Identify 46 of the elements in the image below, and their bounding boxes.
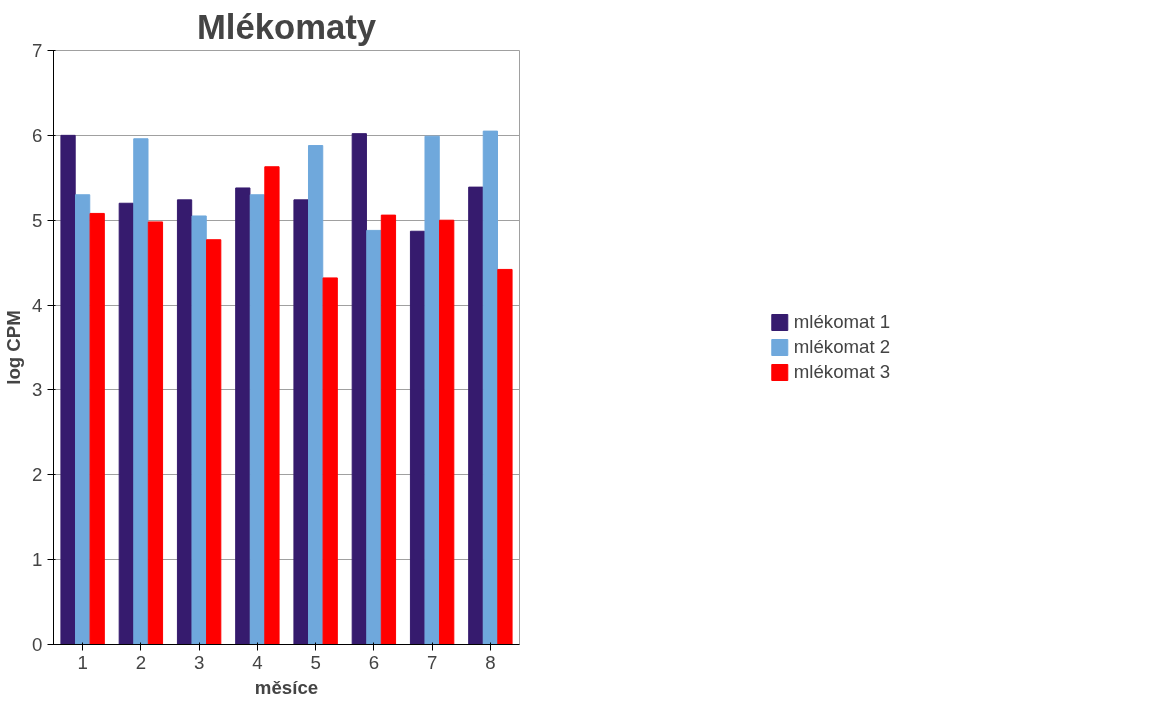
bar bbox=[74, 194, 91, 645]
bar bbox=[191, 215, 207, 645]
legend-label: mlékomat 1 bbox=[793, 311, 891, 333]
x-tick-label: 5 bbox=[310, 651, 321, 673]
y-axis-title: log CPM bbox=[3, 310, 25, 385]
y-tick-label: 4 bbox=[32, 294, 43, 316]
bar bbox=[89, 212, 105, 645]
x-tick-label: 2 bbox=[135, 651, 147, 673]
y-tick-label: 5 bbox=[32, 209, 43, 231]
bar bbox=[307, 145, 324, 645]
bar bbox=[293, 199, 309, 645]
bar bbox=[424, 135, 440, 645]
bar bbox=[249, 194, 266, 645]
bar bbox=[322, 277, 338, 645]
bar bbox=[366, 229, 382, 645]
legend-label: mlékomat 2 bbox=[793, 336, 891, 358]
bar bbox=[439, 219, 455, 645]
bar bbox=[133, 138, 149, 645]
x-tick-label: 1 bbox=[77, 651, 88, 673]
x-tick-label: 4 bbox=[252, 651, 263, 673]
bar bbox=[497, 268, 513, 645]
y-tick-label: 6 bbox=[32, 124, 43, 146]
x-tick-label: 6 bbox=[368, 651, 380, 673]
bar bbox=[482, 130, 499, 645]
bar bbox=[176, 199, 193, 645]
y-tick-label: 2 bbox=[32, 464, 43, 486]
bar bbox=[264, 166, 280, 645]
x-tick-label: 8 bbox=[485, 651, 496, 673]
chart-title: Mlékomaty bbox=[196, 7, 377, 46]
bar bbox=[147, 221, 164, 645]
bar bbox=[351, 133, 367, 645]
legend-label: mlékomat 3 bbox=[793, 361, 891, 383]
x-axis-title: měsíce bbox=[254, 676, 319, 698]
x-tick-label: 7 bbox=[426, 651, 438, 673]
bar bbox=[409, 230, 426, 645]
bar bbox=[60, 134, 76, 645]
y-tick-label: 3 bbox=[32, 379, 43, 401]
bar bbox=[235, 187, 251, 645]
y-tick-label: 7 bbox=[32, 40, 43, 61]
bar bbox=[118, 202, 134, 645]
bar bbox=[380, 214, 397, 645]
bar bbox=[468, 186, 484, 645]
y-tick-label: 1 bbox=[32, 549, 43, 571]
bar bbox=[206, 239, 222, 645]
y-tick-label: 0 bbox=[32, 634, 43, 655]
x-tick-label: 3 bbox=[193, 651, 205, 673]
